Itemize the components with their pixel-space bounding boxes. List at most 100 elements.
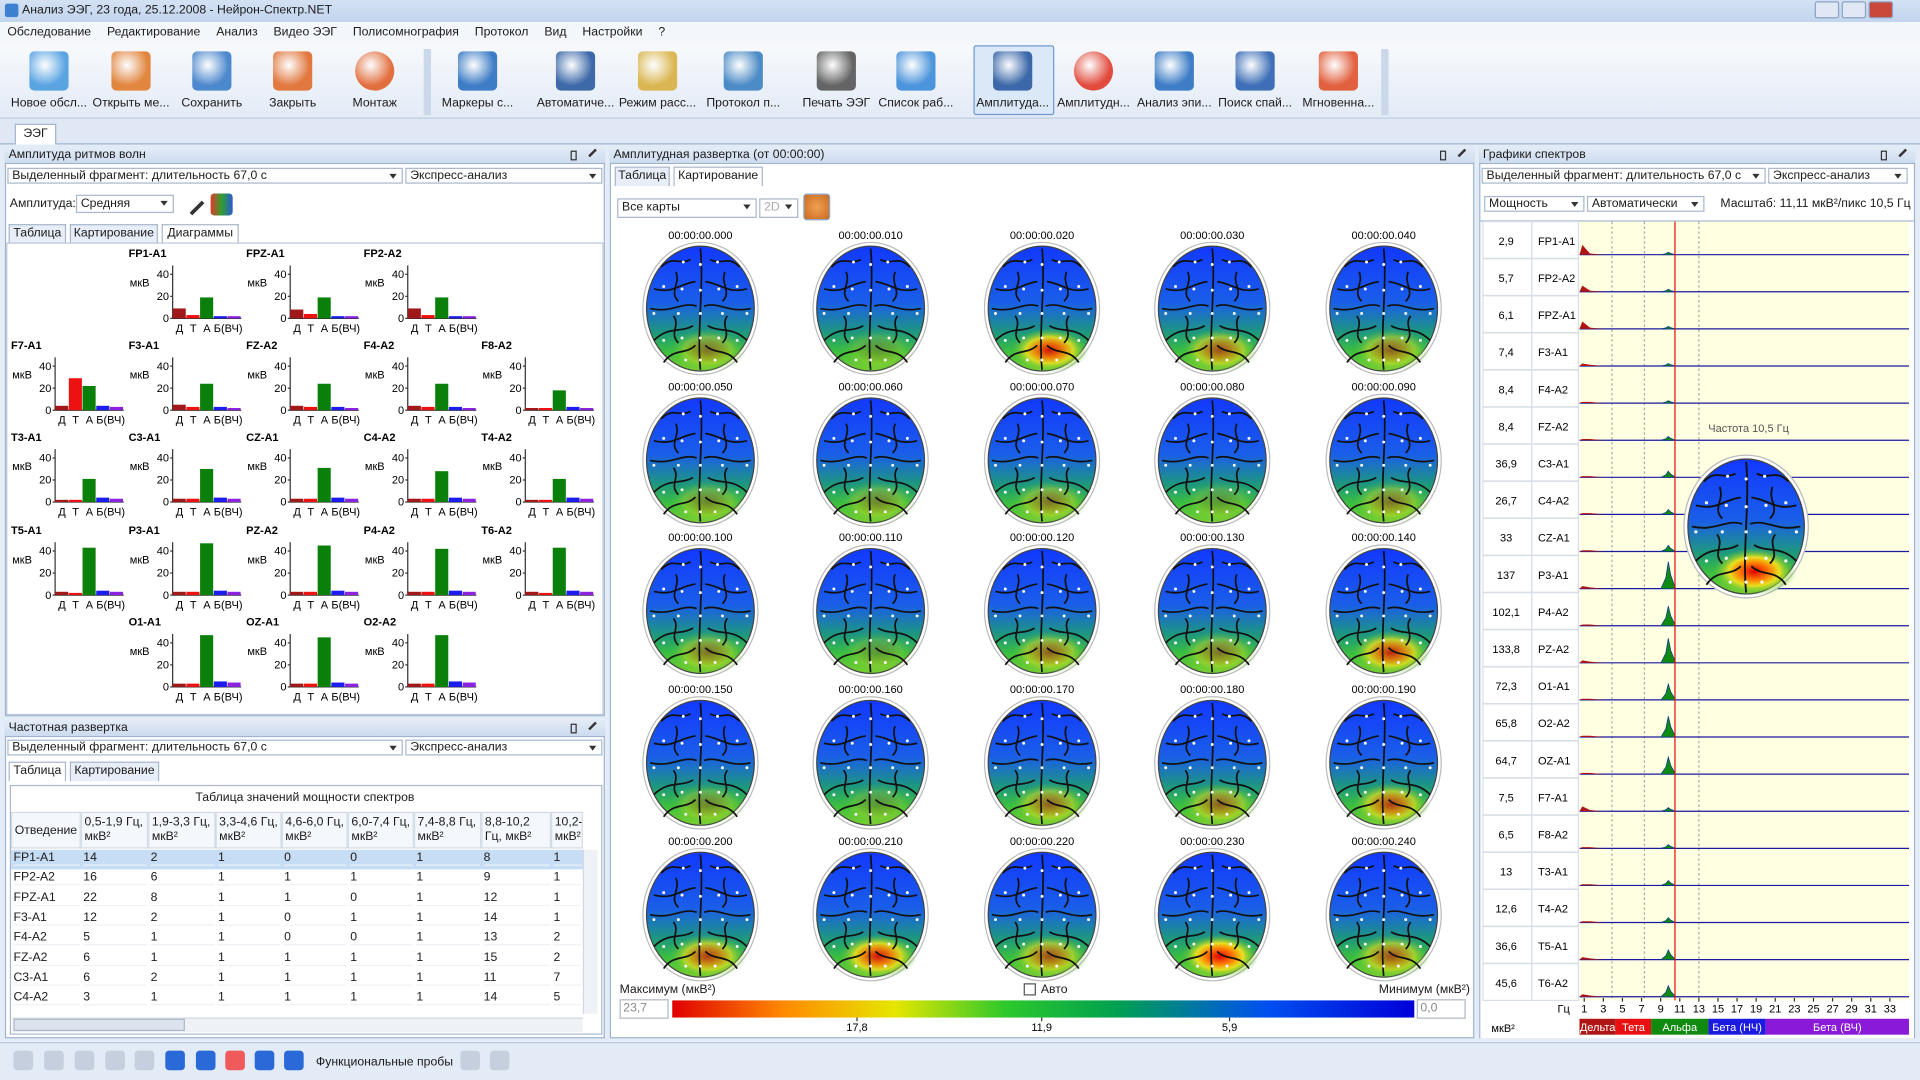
toolbar-icon[interactable] [637, 51, 678, 91]
y-tick-label: 40 [392, 269, 404, 281]
nav-button[interactable] [284, 1050, 304, 1071]
window-button[interactable] [1841, 1, 1867, 19]
combo-box[interactable]: Выделенный фрагмент: длительность 67,0 с [1481, 167, 1766, 184]
menu-item[interactable]: Настройки [582, 25, 643, 40]
tool-icon[interactable] [210, 193, 233, 216]
nav-button[interactable] [134, 1050, 155, 1071]
combo-box[interactable]: Выделенный фрагмент: длительность 67,0 с [7, 167, 403, 184]
auto-checkbox[interactable] [1023, 983, 1036, 996]
menu-item[interactable]: Протокол [474, 25, 529, 40]
toolbar-icon[interactable] [896, 51, 936, 91]
toolbar-label[interactable]: Монтаж [352, 96, 397, 111]
nav-button[interactable] [105, 1050, 125, 1071]
window-button[interactable] [1814, 1, 1840, 19]
nav-button[interactable] [225, 1050, 245, 1071]
nav-button[interactable] [13, 1050, 34, 1071]
toolbar-icon[interactable] [816, 51, 856, 91]
combo-box[interactable]: Экспресс-анализ [1768, 167, 1908, 184]
nav-button[interactable] [460, 1050, 481, 1071]
menu-item[interactable]: Обследование [7, 25, 92, 40]
title-bar [0, 0, 1920, 23]
toolbar-label[interactable]: Амплитудн... [1057, 96, 1130, 111]
menu-item[interactable]: Полисомнография [352, 25, 459, 40]
head-button[interactable] [803, 193, 831, 221]
combo-box[interactable]: Автоматически [1586, 195, 1705, 212]
toolbar-label[interactable]: Амплитуда... [976, 96, 1050, 111]
combo-box[interactable]: Средняя [75, 194, 174, 214]
combo-box[interactable]: Мощность [1484, 195, 1585, 212]
toolbar-label[interactable]: Анализ эпи... [1136, 96, 1212, 111]
toolbar-icon[interactable] [555, 51, 596, 91]
toolbar-icon[interactable] [1318, 51, 1358, 91]
toolbar-label[interactable]: Открыть ме... [92, 96, 170, 111]
panel-tab[interactable]: Диаграммы [161, 224, 239, 244]
panel-pin[interactable] [1440, 150, 1447, 161]
auto-label[interactable]: Авто [1040, 983, 1068, 997]
functional-tests[interactable]: Функциональные пробы [315, 1055, 454, 1069]
electrode [1396, 510, 1400, 514]
nav-button[interactable] [74, 1050, 95, 1071]
electrode [869, 358, 873, 362]
electrode [1058, 638, 1062, 642]
combo-box[interactable]: 2D [759, 198, 799, 218]
nav-button[interactable] [165, 1050, 185, 1071]
y-tick-label: 20 [392, 291, 404, 303]
toolbar-icon[interactable] [355, 51, 395, 91]
panel-pin[interactable] [570, 150, 577, 161]
toolbar-label[interactable]: Мгновенна... [1302, 96, 1375, 111]
electrode [717, 336, 721, 340]
toolbar-icon[interactable] [723, 51, 763, 91]
max-input[interactable]: 23,7 [619, 999, 669, 1019]
panel-tab[interactable]: Таблица [614, 166, 670, 187]
scroll-thumb[interactable] [13, 1018, 185, 1032]
toolbar-icon[interactable] [29, 51, 69, 91]
menu-item[interactable]: Редактирование [107, 25, 201, 40]
toolbar-icon[interactable] [1235, 51, 1275, 91]
toolbar-label[interactable]: Режим расс... [618, 96, 697, 111]
toolbar-icon[interactable] [192, 51, 232, 91]
toolbar-label[interactable]: Новое обсл... [10, 96, 88, 111]
nav-button[interactable] [44, 1050, 64, 1071]
panel-tab[interactable]: Таблица [8, 761, 67, 782]
toolbar-label[interactable]: Закрыть [269, 96, 317, 111]
min-input[interactable]: 0,0 [1416, 999, 1466, 1019]
toolbar-icon[interactable] [1154, 51, 1194, 91]
toolbar-icon[interactable] [1073, 51, 1114, 91]
toolbar-label[interactable]: Сохранить [181, 96, 243, 111]
toolbar-icon[interactable] [273, 51, 313, 91]
toolbar-label[interactable]: Список раб... [878, 96, 954, 111]
panel-pin[interactable] [570, 723, 577, 734]
menu-item[interactable]: Анализ [216, 25, 258, 40]
toolbar-label[interactable]: Маркеры с... [441, 96, 514, 111]
panel-tab[interactable]: Картирование [673, 166, 763, 187]
electrode [1077, 285, 1081, 289]
nav-button[interactable] [489, 1050, 510, 1071]
y-axis-label: мкВ [365, 554, 385, 566]
menu-item[interactable]: Видео ЭЭГ [273, 25, 337, 40]
toolbar-icon[interactable] [457, 51, 498, 91]
combo-box[interactable]: Экспресс-анализ [405, 167, 603, 184]
toolbar-label[interactable]: Поиск спай... [1218, 96, 1293, 111]
toolbar-icon[interactable] [111, 51, 151, 91]
combo-box[interactable]: Выделенный фрагмент: длительность 67,0 с [7, 739, 403, 756]
window-button[interactable] [1868, 1, 1894, 19]
panel-pin[interactable] [1880, 150, 1887, 161]
toolbar-icon[interactable] [993, 51, 1033, 91]
document-tab[interactable]: ЭЭГ [14, 123, 57, 145]
panel-tab[interactable]: Картирование [69, 761, 160, 782]
combo-box[interactable]: Экспресс-анализ [405, 739, 603, 756]
electrode [832, 891, 836, 895]
combo-box[interactable]: Все карты [617, 198, 757, 218]
bar [345, 498, 359, 503]
toolbar-label[interactable]: Печать ЭЭГ [802, 96, 871, 111]
nav-button[interactable] [195, 1050, 216, 1071]
menu-item[interactable]: Вид [544, 25, 567, 40]
scrollbar[interactable] [582, 849, 598, 1014]
menu-item[interactable]: ? [658, 25, 666, 40]
toolbar-label[interactable]: Протокол п... [706, 96, 781, 111]
electrode [698, 510, 702, 514]
toolbar-label[interactable]: Автоматиче... [536, 96, 615, 111]
panel-tab[interactable]: Картирование [69, 224, 158, 244]
panel-tab[interactable]: Таблица [8, 224, 67, 244]
nav-button[interactable] [254, 1050, 275, 1071]
